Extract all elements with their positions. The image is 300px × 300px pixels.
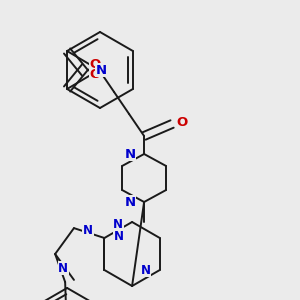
Text: O: O (89, 58, 101, 71)
Text: N: N (124, 148, 136, 160)
Text: N: N (113, 218, 123, 230)
Text: O: O (176, 116, 188, 128)
Text: N: N (83, 224, 93, 237)
Text: N: N (113, 230, 123, 242)
Text: O: O (89, 68, 101, 82)
Text: N: N (124, 196, 136, 208)
Text: N: N (95, 64, 107, 76)
Text: N: N (58, 262, 68, 275)
Text: N: N (141, 263, 151, 277)
